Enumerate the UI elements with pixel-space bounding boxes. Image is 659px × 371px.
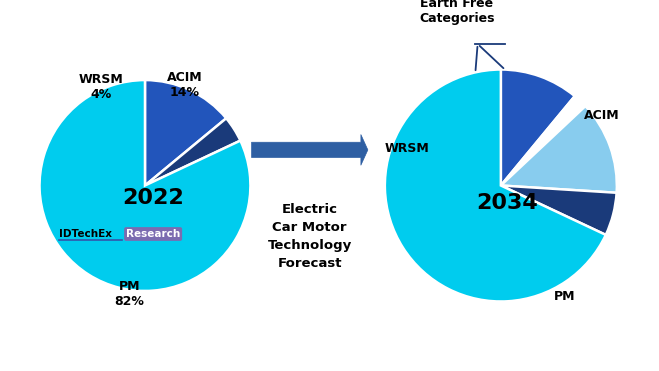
- Text: Research: Research: [126, 229, 181, 239]
- Wedge shape: [40, 80, 250, 291]
- Wedge shape: [145, 80, 226, 186]
- Wedge shape: [501, 106, 617, 193]
- Wedge shape: [501, 186, 617, 235]
- Wedge shape: [501, 69, 575, 186]
- Text: WRSM
4%: WRSM 4%: [78, 73, 123, 101]
- Text: IDTechEx: IDTechEx: [59, 229, 111, 239]
- Text: ACIM: ACIM: [585, 109, 620, 122]
- Text: PM
82%: PM 82%: [114, 280, 144, 308]
- Text: 2022: 2022: [123, 188, 185, 208]
- Text: Other Rare
Earth Free
Categories: Other Rare Earth Free Categories: [418, 0, 496, 26]
- Text: PM: PM: [554, 290, 575, 303]
- Text: ACIM
14%: ACIM 14%: [167, 71, 203, 99]
- Text: Electric
Car Motor
Technology
Forecast: Electric Car Motor Technology Forecast: [268, 203, 352, 270]
- Text: WRSM: WRSM: [384, 142, 429, 155]
- Wedge shape: [385, 69, 606, 302]
- Text: 2034: 2034: [476, 193, 538, 213]
- Wedge shape: [145, 118, 241, 186]
- Wedge shape: [501, 96, 585, 186]
